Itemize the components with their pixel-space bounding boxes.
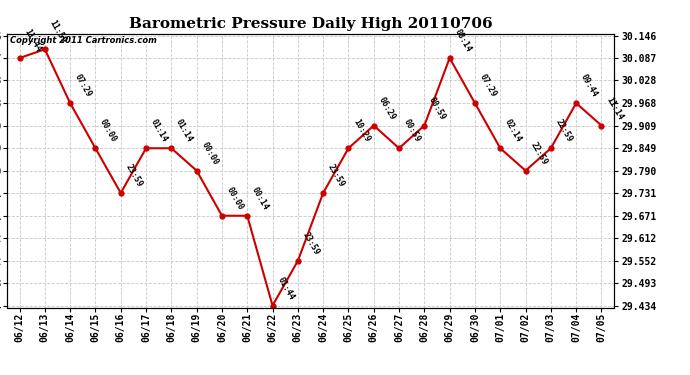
Text: 01:44: 01:44 bbox=[275, 275, 295, 302]
Text: 08:14: 08:14 bbox=[453, 28, 473, 54]
Title: Barometric Pressure Daily High 20110706: Barometric Pressure Daily High 20110706 bbox=[129, 17, 492, 31]
Text: 11:14: 11:14 bbox=[604, 95, 624, 122]
Text: 00:00: 00:00 bbox=[199, 140, 219, 166]
Text: 22:59: 22:59 bbox=[553, 118, 574, 144]
Text: 07:29: 07:29 bbox=[73, 73, 93, 99]
Text: 06:29: 06:29 bbox=[377, 95, 397, 122]
Text: 11:44: 11:44 bbox=[22, 28, 43, 54]
Text: 23:59: 23:59 bbox=[301, 231, 321, 257]
Text: 09:44: 09:44 bbox=[579, 73, 599, 99]
Text: 22:59: 22:59 bbox=[529, 140, 549, 166]
Text: 01:14: 01:14 bbox=[174, 118, 195, 144]
Text: 23:59: 23:59 bbox=[326, 163, 346, 189]
Text: 02:14: 02:14 bbox=[503, 118, 523, 144]
Text: 00:59: 00:59 bbox=[427, 95, 447, 122]
Text: 00:00: 00:00 bbox=[98, 118, 119, 144]
Text: 00:59: 00:59 bbox=[402, 118, 422, 144]
Text: 23:59: 23:59 bbox=[124, 163, 144, 189]
Text: 11:59: 11:59 bbox=[48, 19, 68, 45]
Text: 00:14: 00:14 bbox=[250, 185, 270, 211]
Text: 07:29: 07:29 bbox=[477, 73, 498, 99]
Text: 00:00: 00:00 bbox=[225, 185, 245, 211]
Text: Copyright 2011 Cartronics.com: Copyright 2011 Cartronics.com bbox=[10, 36, 157, 45]
Text: 01:14: 01:14 bbox=[149, 118, 169, 144]
Text: 10:29: 10:29 bbox=[351, 118, 371, 144]
